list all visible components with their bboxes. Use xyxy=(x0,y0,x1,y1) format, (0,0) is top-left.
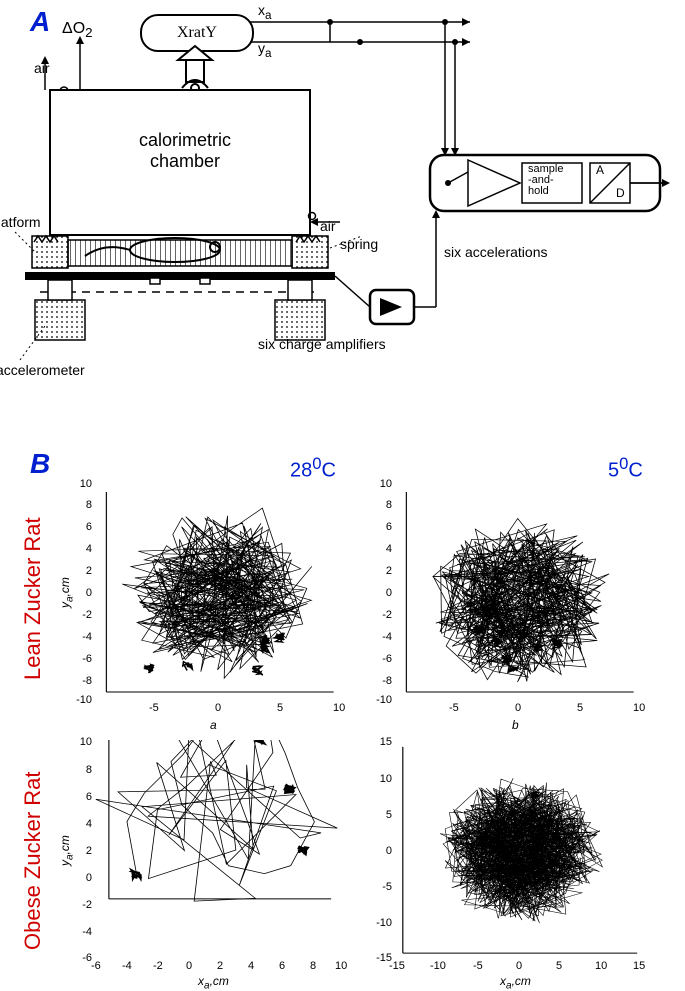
temp-5: 50C xyxy=(608,454,643,483)
chart-lean-28-xticks: -5 0 5 10 xyxy=(95,702,345,718)
row-obese-label: Obese Zucker Rat xyxy=(20,771,46,950)
chart-lean-5 xyxy=(395,482,645,702)
air-top-label: air xyxy=(34,60,50,76)
chart-obese-5-yticks: 15 10 5 0 -5 -10 -15 xyxy=(368,740,392,960)
chart-lean-5-xlabel: b xyxy=(512,718,519,732)
panel-a-label: A xyxy=(30,6,50,38)
top-signal-lines xyxy=(0,0,685,440)
accelerometer-label: accelerometer xyxy=(0,362,85,378)
platform-label: platform xyxy=(0,214,41,230)
chart-obese-28-ylabel: ya,cm xyxy=(58,835,75,866)
chart-obese-5-xlabel: xa,cm xyxy=(500,974,531,991)
ad-a-label: A xyxy=(596,163,604,177)
ya-label: ya xyxy=(258,40,271,60)
ad-d-label: D xyxy=(616,186,625,200)
chart-lean-28-ylabel: ya,cm xyxy=(58,577,75,608)
air-right-label: air xyxy=(320,218,336,234)
six-accel-label: six accelerations xyxy=(444,244,548,260)
row-lean-label: Lean Zucker Rat xyxy=(20,517,46,680)
chart-obese-28 xyxy=(95,740,345,960)
chamber-label: calorimetricchamber xyxy=(130,130,240,172)
sample-hold-label: sample -and- hold xyxy=(528,164,563,197)
six-amplifiers-label: six charge amplifiers xyxy=(258,336,386,352)
xraty-box: XratY xyxy=(140,14,254,52)
chart-obese-5 xyxy=(395,740,645,960)
panel-b-label: B xyxy=(30,448,50,480)
chart-lean-28-xlabel: a xyxy=(210,718,217,732)
chart-lean-5-yticks: 10 8 6 4 2 0 -2 -4 -6 -8 -10 xyxy=(370,482,392,702)
xa-label: xa xyxy=(258,2,271,22)
chart-obese-28-xlabel: xa,cm xyxy=(198,974,229,991)
chart-lean-5-xticks: -5 0 5 10 xyxy=(395,702,645,718)
spring-label: spring xyxy=(340,236,378,252)
chart-lean-28 xyxy=(95,482,345,702)
temp-28: 280C xyxy=(290,454,336,483)
deltao2-label: ΔO2 xyxy=(62,20,93,40)
